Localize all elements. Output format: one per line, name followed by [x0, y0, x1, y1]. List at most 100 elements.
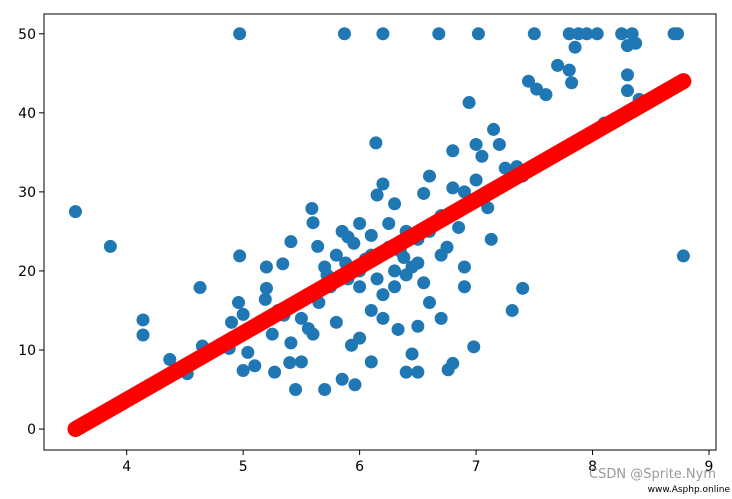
point [305, 201, 319, 215]
point [446, 181, 460, 195]
point [391, 322, 405, 336]
point [382, 217, 396, 231]
point [440, 240, 454, 254]
point [446, 356, 460, 370]
point [551, 58, 565, 72]
y-tick-label: 30 [18, 185, 36, 201]
watermark-url: www.Asphp.online [648, 485, 731, 495]
point [568, 40, 582, 54]
point [422, 169, 436, 183]
point [467, 340, 481, 354]
point [318, 383, 332, 397]
point [193, 281, 207, 295]
point [369, 136, 383, 150]
x-tick-label: 6 [355, 459, 364, 475]
point [475, 149, 489, 163]
point [562, 27, 576, 41]
point [276, 257, 290, 271]
point [521, 74, 535, 88]
point [241, 345, 255, 359]
y-tick-label: 0 [27, 422, 36, 438]
y-tick-label: 10 [18, 343, 36, 359]
point [620, 84, 634, 98]
point [505, 303, 519, 317]
point [236, 307, 250, 321]
point [248, 359, 262, 373]
point [284, 235, 298, 249]
point [329, 315, 343, 329]
point [259, 260, 273, 274]
point [629, 36, 643, 50]
point [311, 239, 325, 253]
point [335, 372, 349, 386]
point [103, 239, 117, 253]
point [462, 96, 476, 110]
point [233, 27, 247, 41]
y-tick-label: 50 [18, 27, 36, 43]
point [411, 365, 425, 379]
point [364, 303, 378, 317]
point [284, 336, 298, 350]
plot-area: 4 5 6 7 8 9 0 10 20 30 40 50 [18, 13, 717, 475]
point [376, 311, 390, 325]
point [457, 280, 471, 294]
point [498, 161, 512, 175]
axes-frame [43, 13, 717, 451]
point [258, 292, 272, 306]
point [136, 328, 150, 342]
x-tick-label: 9 [705, 459, 714, 475]
point [457, 260, 471, 274]
point [457, 185, 471, 199]
point [136, 313, 150, 327]
point [265, 327, 279, 341]
point [411, 319, 425, 333]
point [289, 383, 303, 397]
point [580, 27, 594, 41]
point [335, 224, 349, 238]
point [163, 352, 177, 366]
point [225, 315, 239, 329]
point [405, 347, 419, 361]
x-tick-label: 4 [122, 459, 131, 475]
point [469, 137, 483, 151]
point [487, 122, 501, 136]
regression-line [67, 73, 692, 438]
point [370, 188, 384, 202]
watermark: CSDN @Sprite.Nym [589, 467, 716, 482]
point [405, 260, 419, 274]
point [565, 76, 579, 90]
point [417, 276, 431, 290]
y-tick-label: 20 [18, 264, 36, 280]
point [364, 355, 378, 369]
point [615, 27, 629, 41]
point [484, 232, 498, 246]
point [492, 137, 506, 151]
point [376, 27, 390, 41]
point [233, 249, 247, 263]
point [236, 364, 250, 378]
point [590, 27, 604, 41]
point [432, 27, 446, 41]
point [370, 272, 384, 286]
x-tick-label: 7 [472, 459, 481, 475]
point [364, 228, 378, 242]
point [353, 331, 367, 345]
point [527, 27, 541, 41]
point [347, 236, 361, 250]
point [306, 327, 320, 341]
point [306, 216, 320, 230]
point [469, 173, 483, 187]
point [348, 378, 362, 392]
point [676, 249, 690, 263]
x-tick-label: 8 [588, 459, 597, 475]
point [422, 296, 436, 310]
point [388, 197, 402, 211]
point [516, 281, 530, 295]
point [259, 281, 273, 295]
point [399, 365, 413, 379]
point [620, 68, 634, 82]
point [294, 311, 308, 325]
point [376, 288, 390, 302]
point [294, 355, 308, 369]
point [446, 144, 460, 158]
